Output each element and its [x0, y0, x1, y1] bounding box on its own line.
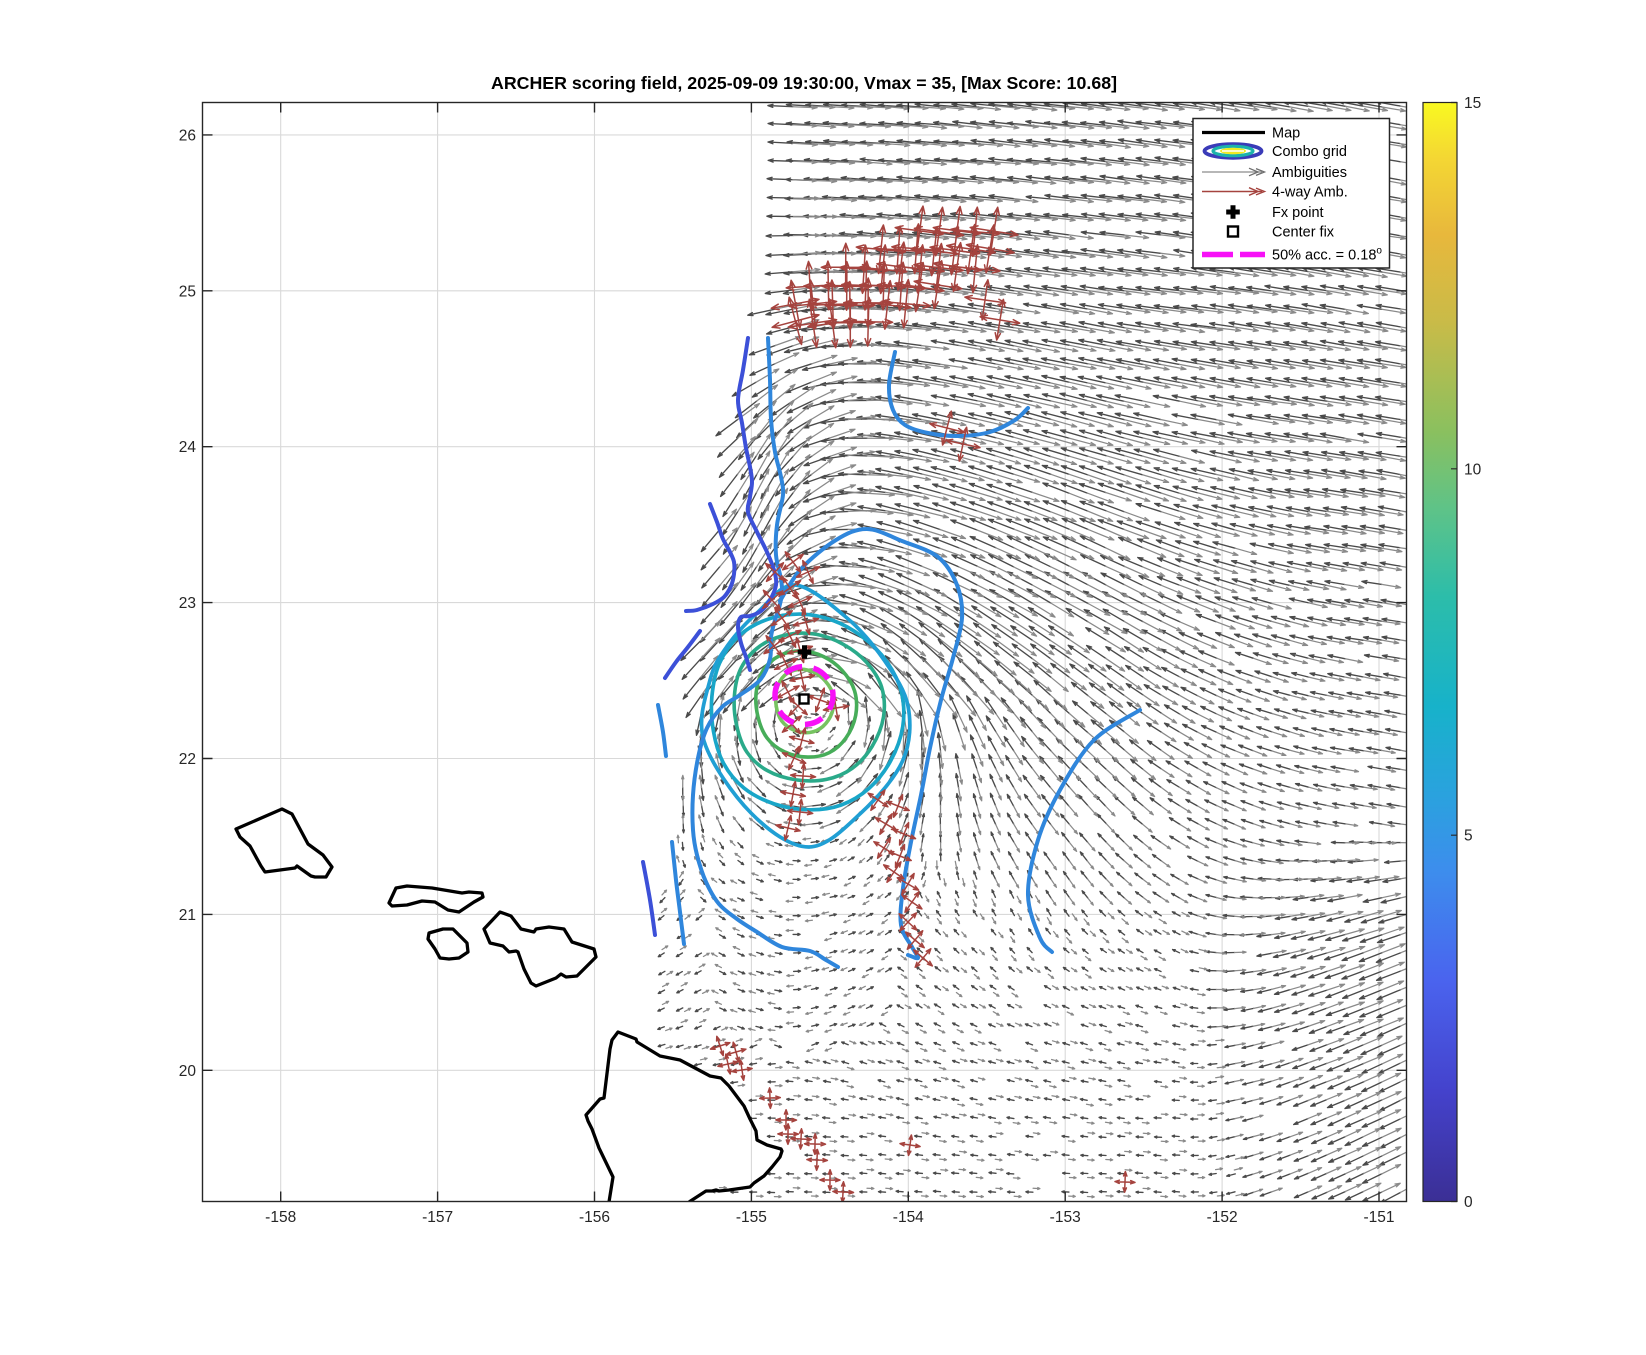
svg-text:ARCHER scoring field, 2025-09-: ARCHER scoring field, 2025-09-09 19:30:0… — [491, 73, 1117, 93]
svg-text:0: 0 — [1464, 1194, 1473, 1211]
svg-text:-156: -156 — [579, 1209, 610, 1226]
svg-text:-155: -155 — [736, 1209, 767, 1226]
svg-text:15: 15 — [1464, 95, 1481, 112]
svg-text:-157: -157 — [422, 1209, 453, 1226]
svg-text:Map: Map — [1272, 126, 1300, 142]
svg-text:-151: -151 — [1363, 1209, 1394, 1226]
svg-text:4-way Amb.: 4-way Amb. — [1272, 185, 1348, 201]
svg-text:-152: -152 — [1207, 1209, 1238, 1226]
svg-text:50% acc. = 0.18o: 50% acc. = 0.18o — [1272, 246, 1382, 264]
svg-text:20: 20 — [179, 1063, 197, 1080]
svg-text:22: 22 — [179, 751, 196, 768]
svg-text:Center fix: Center fix — [1272, 225, 1335, 241]
svg-text:25: 25 — [179, 283, 196, 300]
svg-text:5: 5 — [1464, 828, 1473, 845]
svg-text:10: 10 — [1464, 461, 1482, 478]
svg-text:21: 21 — [179, 907, 196, 924]
svg-text:26: 26 — [179, 127, 196, 144]
svg-text:Combo grid: Combo grid — [1272, 144, 1347, 160]
svg-text:Ambiguities: Ambiguities — [1272, 165, 1347, 181]
svg-text:23: 23 — [179, 595, 196, 612]
svg-text:-158: -158 — [265, 1209, 296, 1226]
svg-text:24: 24 — [179, 439, 197, 456]
svg-text:-153: -153 — [1050, 1209, 1081, 1226]
svg-text:Fx point: Fx point — [1272, 205, 1324, 221]
svg-text:-154: -154 — [893, 1209, 924, 1226]
